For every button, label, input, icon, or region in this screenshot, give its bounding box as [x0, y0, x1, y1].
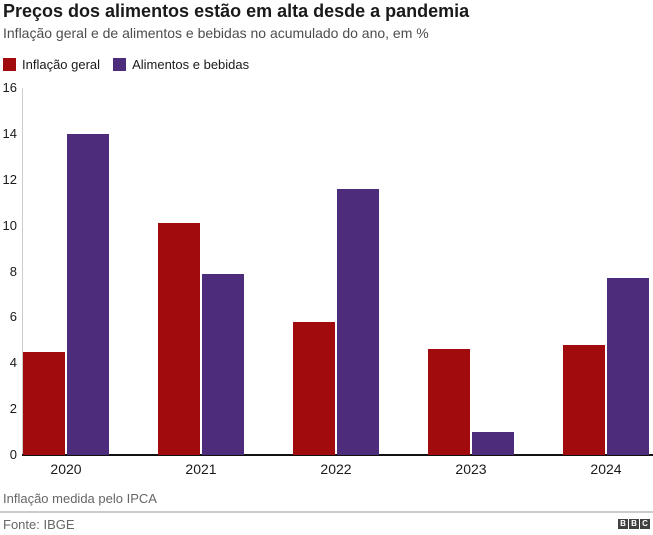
y-tick-label: 14: [2, 125, 17, 141]
bar-inflacao-geral-2022: [293, 322, 335, 455]
chart-subtitle: Inflação geral e de alimentos e bebidas …: [3, 25, 429, 41]
bar-inflacao-geral-2024: [563, 345, 605, 455]
y-tick-label: 16: [2, 80, 17, 95]
bar-inflacao-geral-2023: [428, 349, 470, 455]
legend-swatch-icon: [113, 58, 127, 71]
x-tick-label-2021: 2021: [185, 461, 217, 477]
bar-alimentos-bebidas-2021: [202, 274, 244, 455]
x-tick-label-2022: 2022: [320, 461, 352, 477]
chart-title: Preços dos alimentos estão em alta desde…: [3, 1, 470, 21]
legend: Inflação geral Alimentos e bebidas: [3, 57, 249, 72]
y-tick-label: 2: [9, 401, 17, 417]
bbc-logo-letter: B: [618, 519, 628, 529]
footer-divider: [0, 511, 653, 513]
legend-swatch-icon: [3, 58, 16, 71]
bar-alimentos-bebidas-2020: [67, 134, 109, 455]
y-tick-label: 6: [9, 309, 17, 325]
x-tick-label-2020: 2020: [50, 461, 82, 477]
y-tick-label: 4: [9, 355, 17, 371]
x-tick-label-2024: 2024: [590, 461, 622, 477]
chart-footnote: Inflação medida pelo IPCA: [3, 491, 157, 506]
bbc-logo-letter: C: [640, 519, 650, 529]
legend-item-inflacao-geral: Inflação geral: [3, 57, 100, 72]
legend-item-alimentos-bebidas: Alimentos e bebidas: [113, 57, 249, 72]
bar-alimentos-bebidas-2022: [337, 189, 379, 455]
y-tick-label: 8: [9, 263, 17, 279]
x-axis-line: [22, 454, 653, 456]
bar-inflacao-geral-2021: [158, 223, 200, 455]
bar-inflacao-geral-2020: [23, 352, 65, 455]
y-tick-label: 0: [9, 447, 17, 462]
bar-alimentos-bebidas-2024: [607, 278, 649, 455]
legend-label: Inflação geral: [22, 57, 101, 72]
legend-label: Alimentos e bebidas: [132, 57, 250, 72]
x-tick-label-2023: 2023: [455, 461, 487, 477]
y-tick-label: 10: [2, 217, 17, 233]
source-credit: Fonte: IBGE: [3, 517, 75, 532]
bar-alimentos-bebidas-2023: [472, 432, 514, 455]
bbc-logo-letter: B: [629, 519, 639, 529]
y-axis-line: [22, 88, 23, 455]
y-tick-label: 12: [2, 171, 17, 187]
